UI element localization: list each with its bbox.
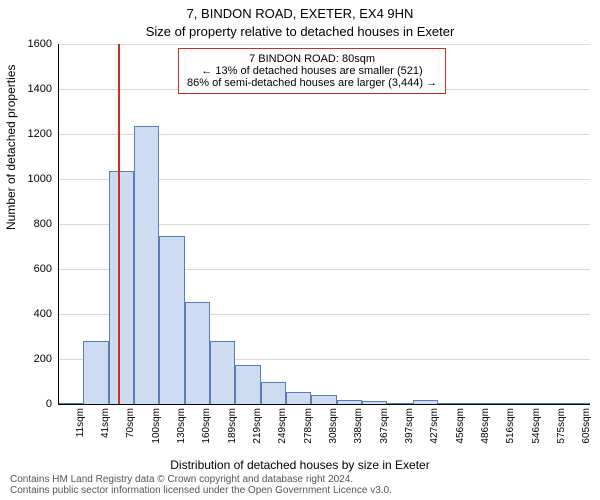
ytick-label: 200 [34, 353, 52, 365]
attribution-line1: Contains HM Land Registry data © Crown c… [10, 474, 590, 485]
xtick-label: 189sqm [227, 408, 238, 444]
histogram-plot: 0200400600800100012001400160011sqm41sqm7… [58, 44, 590, 404]
xtick-label: 486sqm [480, 408, 491, 444]
xtick-label: 397sqm [404, 408, 415, 444]
histogram-bar [286, 392, 311, 404]
xtick-label: 367sqm [379, 408, 390, 444]
grid-line [58, 44, 590, 45]
histogram-bar [185, 302, 210, 404]
attribution-line2: Contains public sector information licen… [10, 485, 590, 496]
xtick-label: 605sqm [581, 408, 592, 444]
histogram-bar [311, 395, 336, 404]
ytick-label: 600 [34, 263, 52, 275]
xtick-label: 308sqm [328, 408, 339, 444]
ytick-label: 1400 [28, 83, 52, 95]
attribution: Contains HM Land Registry data © Crown c… [0, 470, 600, 500]
xtick-label: 427sqm [429, 408, 440, 444]
xtick-label: 338sqm [353, 408, 364, 444]
xtick-label: 41sqm [100, 408, 111, 438]
annotation-line: 86% of semi-detached houses are larger (… [187, 77, 437, 89]
xtick-label: 160sqm [201, 408, 212, 444]
y-axis-line [58, 44, 59, 404]
ytick-label: 1200 [28, 128, 52, 140]
xtick-label: 100sqm [151, 408, 162, 444]
ytick-label: 800 [34, 218, 52, 230]
xtick-label: 278sqm [303, 408, 314, 444]
x-axis-line [58, 404, 590, 405]
ytick-label: 1000 [28, 173, 52, 185]
ytick-label: 400 [34, 308, 52, 320]
xtick-label: 575sqm [556, 408, 567, 444]
xtick-label: 11sqm [75, 408, 86, 437]
xtick-label: 456sqm [455, 408, 466, 444]
xtick-label: 546sqm [531, 408, 542, 444]
property-marker-line [118, 44, 120, 404]
xtick-label: 249sqm [277, 408, 288, 444]
histogram-bar [261, 382, 286, 405]
xtick-label: 130sqm [176, 408, 187, 444]
y-axis-label: Number of detached properties [4, 65, 18, 230]
xtick-label: 516sqm [505, 408, 516, 444]
page-title: 7, BINDON ROAD, EXETER, EX4 9HN [0, 6, 600, 21]
page-subtitle: Size of property relative to detached ho… [0, 24, 600, 39]
annotation-line: ← 13% of detached houses are smaller (52… [187, 65, 437, 77]
xtick-label: 70sqm [125, 408, 136, 438]
ytick-label: 0 [46, 398, 52, 410]
histogram-bar [235, 365, 260, 404]
histogram-bar [134, 126, 159, 404]
histogram-bar [109, 171, 134, 404]
histogram-bar [83, 341, 108, 404]
ytick-label: 1600 [28, 38, 52, 50]
annotation-line: 7 BINDON ROAD: 80sqm [187, 53, 437, 65]
annotation-box: 7 BINDON ROAD: 80sqm← 13% of detached ho… [178, 48, 446, 94]
histogram-bar [159, 236, 184, 404]
histogram-bar [210, 341, 235, 404]
xtick-label: 219sqm [252, 408, 263, 444]
